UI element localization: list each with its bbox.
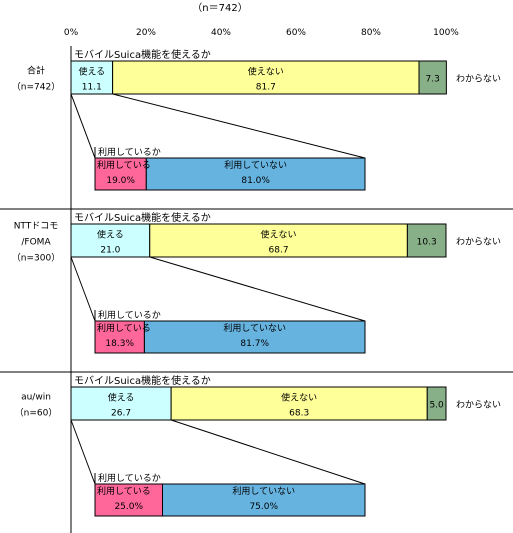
sub-bar-not-using — [143, 320, 366, 354]
sub-bar-using — [94, 483, 163, 517]
sub-bar-not-using — [145, 157, 366, 191]
segment-value: 81.7 — [256, 83, 276, 93]
connector-line — [70, 256, 96, 322]
sub-segment-value: 81.7% — [240, 339, 269, 349]
group-name-line: /FOMA — [21, 238, 51, 248]
group-name-line: au/win — [21, 393, 51, 403]
sub-segment-name: 利用している — [97, 159, 151, 171]
question-label: モバイルSuica機能を使えるか — [74, 211, 211, 224]
question-label: モバイルSuica機能を使えるか — [74, 374, 211, 387]
bar-segment-not-usable — [112, 60, 420, 95]
sub-question-label: 利用しているか — [98, 472, 161, 484]
segment-value: 11.1 — [82, 83, 102, 93]
bar-segment-unknown — [406, 223, 447, 258]
segment-value: 26.7 — [111, 409, 131, 419]
chart-text: （n＝742） 0% 20% 40% 60% 80% 100% モバイルSuica機能を使え… — [12, 2, 501, 512]
segment-value: 7.3 — [426, 75, 440, 85]
sub-segment-value: 81.0% — [241, 176, 270, 186]
x-tick-label: 40% — [211, 28, 231, 38]
dont-know-label: わからない — [456, 400, 501, 411]
x-tick-label: 80% — [361, 28, 381, 38]
n-label: （n＝742） — [192, 2, 247, 14]
sub-bar-not-using — [162, 483, 366, 517]
question-label: モバイルSuica機能を使えるか — [74, 48, 211, 61]
group-name-line: NTTドコモ — [14, 222, 59, 232]
segment-name: 使える — [97, 229, 124, 241]
sub-question-label: 利用しているか — [98, 309, 161, 321]
dont-know-label: わからない — [456, 74, 501, 85]
group-name-line: （n=742） — [12, 82, 60, 93]
segment-value: 5.0 — [429, 401, 444, 411]
connector-line — [112, 93, 366, 159]
sub-segment-value: 75.0% — [249, 502, 278, 512]
x-tick-label: 0% — [64, 28, 79, 38]
sub-bar-using — [94, 320, 145, 354]
x-tick-label: 20% — [136, 28, 156, 38]
x-tick-label: 60% — [286, 28, 306, 38]
segment-name: 使えない — [248, 66, 284, 78]
sub-segment-name: 利用していない — [232, 485, 295, 497]
sub-segment-value: 19.0% — [106, 176, 135, 186]
sub-segment-name: 利用している — [97, 322, 151, 334]
group-name-line: 合計 — [27, 65, 45, 77]
segment-name: 使える — [78, 66, 105, 78]
segment-name: 使えない — [261, 229, 297, 241]
chart-bars — [70, 60, 447, 517]
chart-lines — [0, 46, 513, 533]
connector-line — [149, 256, 366, 322]
bar-segment-unknown — [418, 60, 447, 95]
bar-segment-usable — [70, 60, 114, 95]
sub-segment-value: 25.0% — [114, 502, 143, 512]
connector-line — [70, 93, 96, 159]
connector-line — [170, 419, 366, 485]
segment-value: 21.0 — [100, 246, 120, 256]
bar-segment-not-usable — [170, 386, 428, 421]
connector-line — [70, 419, 96, 485]
segment-name: 使える — [108, 392, 135, 404]
group-name-line: （n=300） — [12, 253, 60, 264]
sub-segment-name: 利用していない — [224, 159, 287, 171]
segment-value: 68.3 — [289, 409, 309, 419]
dont-know-label: わからない — [456, 237, 501, 248]
bar-segment-usable — [70, 386, 172, 421]
bar-segment-usable — [70, 223, 151, 258]
sub-segment-value: 18.3% — [105, 339, 134, 349]
sub-bar-using — [94, 157, 147, 191]
bar-segment-unknown — [426, 386, 447, 421]
segment-value: 68.7 — [269, 246, 289, 256]
sub-segment-name: 利用していない — [223, 322, 286, 334]
sub-segment-name: 利用している — [97, 485, 151, 497]
x-tick-label: 100% — [433, 28, 459, 38]
segment-name: 使えない — [281, 392, 317, 404]
sub-question-label: 利用しているか — [98, 146, 161, 158]
group-name-line: （n=60） — [15, 408, 58, 419]
segment-value: 10.3 — [417, 238, 437, 248]
